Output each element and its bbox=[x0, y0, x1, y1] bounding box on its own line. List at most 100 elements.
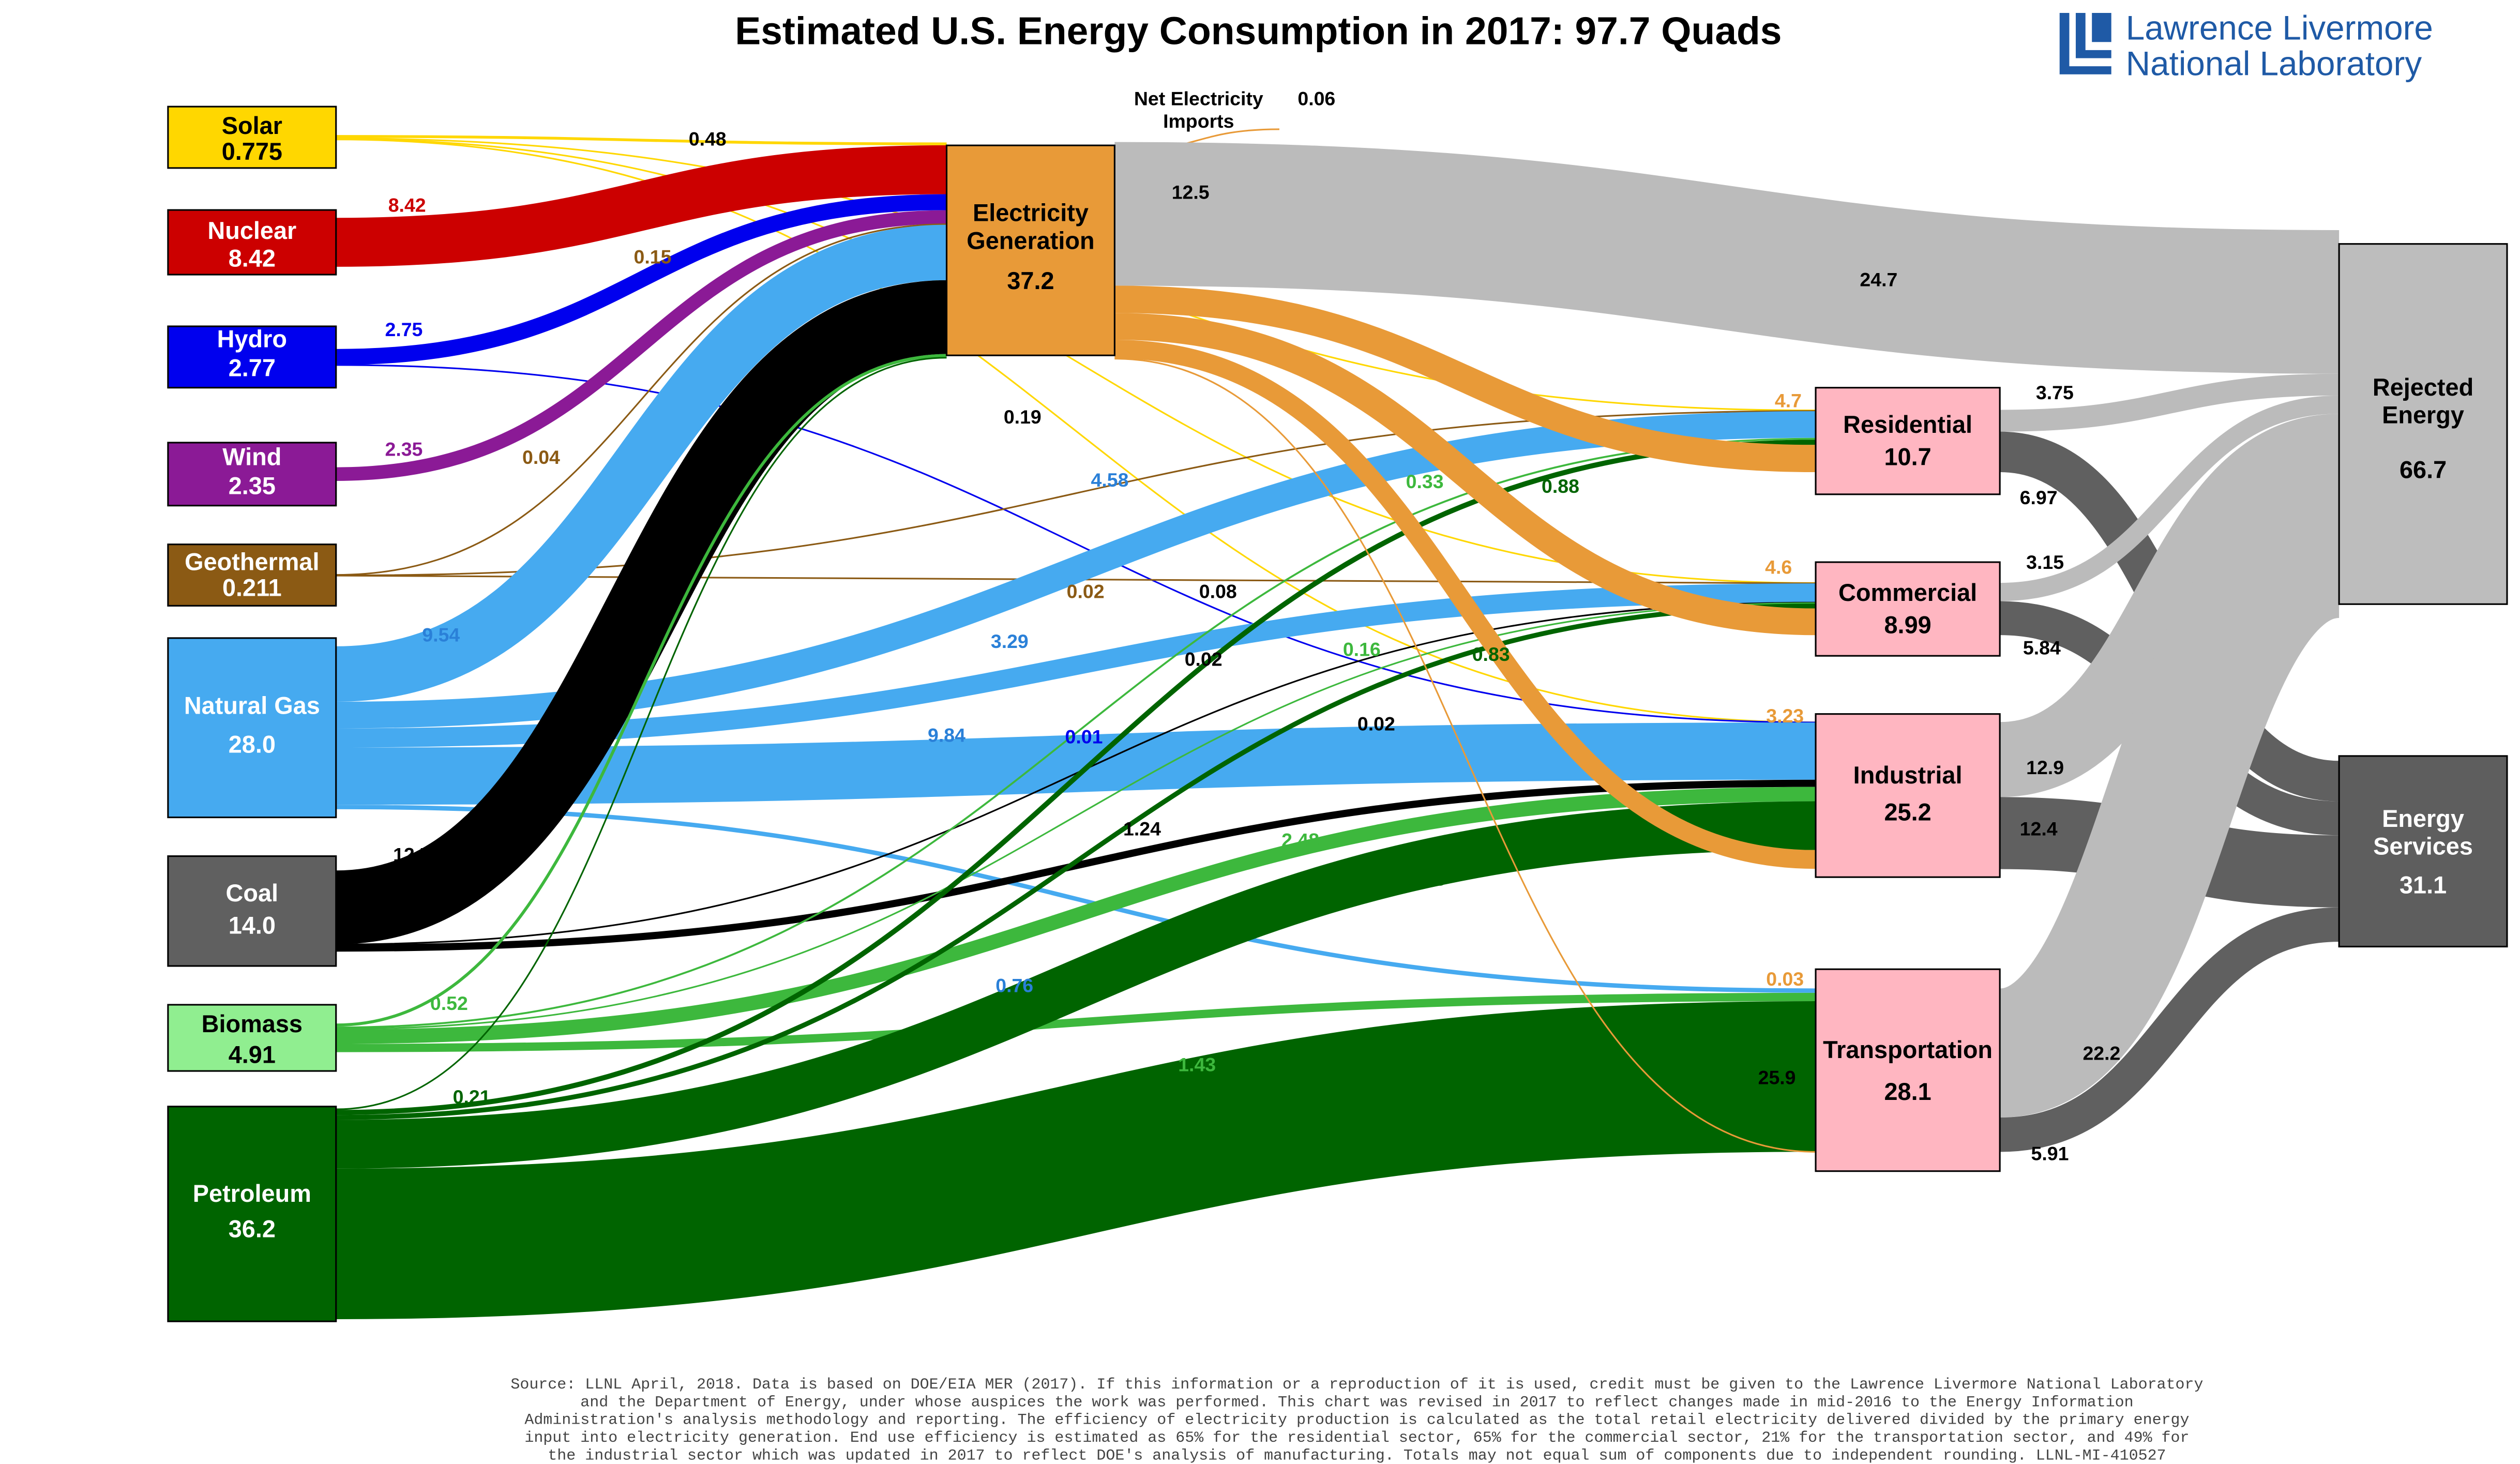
node-name: Industrial bbox=[1853, 762, 1963, 789]
flow bbox=[336, 135, 947, 145]
node-value: 28.1 bbox=[1884, 1078, 1932, 1105]
flow-label: 0.19 bbox=[1004, 406, 1042, 428]
node-name: Natural Gas bbox=[184, 692, 320, 719]
flow-label: 0.02 bbox=[1067, 580, 1105, 602]
flow bbox=[336, 601, 1816, 945]
flow-label: 0.06 bbox=[1297, 88, 1335, 110]
flow bbox=[336, 801, 1816, 1169]
flow-label: 0.02 bbox=[1185, 648, 1223, 670]
flow-label: 1.24 bbox=[1123, 818, 1161, 839]
node-name: Coal bbox=[226, 880, 279, 907]
node-box bbox=[167, 325, 337, 389]
flow-label: 9.54 bbox=[422, 624, 460, 646]
node-value: 37.2 bbox=[1007, 267, 1054, 294]
flow-label: 0.52 bbox=[430, 992, 468, 1014]
flow-label: 5.84 bbox=[2023, 637, 2061, 659]
flow bbox=[336, 354, 947, 1027]
flow-label: 4.58 bbox=[1091, 469, 1129, 491]
flow-label: 25.9 bbox=[1758, 1067, 1796, 1089]
node-value: 2.77 bbox=[229, 355, 276, 382]
flow-label: 0.16 bbox=[1343, 639, 1381, 660]
flow bbox=[336, 722, 1816, 805]
node-box bbox=[945, 144, 1115, 356]
flow bbox=[1114, 285, 1816, 473]
flow bbox=[336, 440, 1816, 1115]
footnote-line: input into electricity generation. End u… bbox=[524, 1429, 2189, 1447]
flow bbox=[1114, 142, 2340, 374]
flow bbox=[1114, 340, 1816, 869]
flow-label: 12.4 bbox=[2020, 818, 2058, 839]
flow-label: 5.91 bbox=[2031, 1142, 2069, 1164]
flow bbox=[336, 357, 947, 1110]
flow bbox=[336, 224, 947, 702]
flow-label: 8.42 bbox=[388, 194, 426, 216]
node-value: 14.0 bbox=[229, 912, 276, 939]
footnote: Source: LLNL April, 2018. Data is based … bbox=[510, 1376, 2203, 1464]
flow bbox=[1999, 907, 2340, 1152]
flow-label: 0.15 bbox=[634, 246, 672, 268]
node-value: 10.7 bbox=[1884, 444, 1932, 471]
flow-label: 2.48 bbox=[1281, 829, 1319, 851]
flow bbox=[336, 787, 1816, 1044]
node-box bbox=[1815, 561, 2001, 657]
node-value: 28.0 bbox=[229, 731, 276, 758]
node-name: Net Electricity Imports bbox=[1134, 88, 1263, 132]
flow bbox=[336, 194, 947, 365]
node-box bbox=[167, 1106, 337, 1322]
flow-label: 0.08 bbox=[1199, 580, 1237, 602]
flow-label: 0.01 bbox=[1065, 726, 1103, 747]
flow bbox=[336, 138, 1816, 584]
flows bbox=[335, 128, 2344, 1319]
flow-label: 0.88 bbox=[1542, 475, 1579, 497]
flow bbox=[336, 437, 1816, 1029]
flow bbox=[336, 583, 1816, 748]
node-name: Hydro bbox=[217, 325, 287, 352]
flow-label: 24.7 bbox=[1860, 268, 1897, 290]
flow bbox=[336, 223, 947, 576]
flow-label: 3.75 bbox=[2036, 382, 2074, 403]
footnote-line: the industrial sector which was updated … bbox=[548, 1447, 2166, 1464]
flow-label: 4.7 bbox=[1775, 390, 1802, 412]
node-box bbox=[1815, 387, 2001, 495]
flow-label: 0.21 bbox=[453, 1086, 491, 1108]
footnote-line: and the Department of Energy, under whos… bbox=[580, 1394, 2133, 1411]
node-name: Residential bbox=[1843, 411, 1972, 438]
annotation: 12.5 bbox=[1172, 182, 1210, 203]
flow-label: 4.6 bbox=[1765, 556, 1792, 578]
flow-label: 0.83 bbox=[1472, 643, 1510, 665]
flow-label: 3.29 bbox=[991, 630, 1029, 652]
footnote-line: Administration's analysis methodology an… bbox=[524, 1412, 2189, 1429]
node-box bbox=[167, 637, 337, 819]
node-name: Rejected Energy bbox=[2373, 374, 2473, 429]
node-name: Solar bbox=[222, 112, 282, 139]
flow-label: 8.38 bbox=[1408, 868, 1445, 889]
node-name: Wind bbox=[222, 444, 281, 471]
logo-line: National Laboratory bbox=[2126, 44, 2422, 82]
flow bbox=[336, 602, 1816, 1030]
node-name: Geothermal bbox=[185, 549, 319, 576]
flow bbox=[336, 210, 947, 481]
flow bbox=[335, 280, 947, 945]
node-value: 2.35 bbox=[229, 473, 276, 500]
node-box bbox=[167, 544, 337, 607]
node-value: 66.7 bbox=[2400, 456, 2447, 483]
flow-label: 0.04 bbox=[522, 446, 560, 468]
flow-label: 6.97 bbox=[2020, 487, 2058, 508]
logo-mark bbox=[2059, 12, 2111, 74]
node-value: 31.1 bbox=[2400, 871, 2447, 898]
node-value: 25.2 bbox=[1884, 799, 1932, 826]
labels: 0.48 0.19 0.08 0.02 8.42 2.75 0.01 2.35 0.15 0.04… bbox=[385, 88, 2120, 1165]
nodes: Solar0.775Nuclear8.42Hydro2.77Wind2.35Ge… bbox=[167, 88, 2508, 1322]
flow-label: 0.48 bbox=[689, 128, 727, 150]
node-box bbox=[2338, 243, 2508, 605]
flow bbox=[1995, 489, 2344, 1118]
footnote-line: Source: LLNL April, 2018. Data is based … bbox=[510, 1376, 2203, 1394]
flow-label: 12.9 bbox=[2026, 757, 2064, 778]
flow bbox=[1114, 313, 1816, 636]
flow-label: 2.75 bbox=[385, 319, 422, 340]
flow-label: 0.33 bbox=[1406, 471, 1444, 492]
flow bbox=[2000, 373, 2340, 432]
flow-label: 9.84 bbox=[928, 724, 965, 746]
node-value: 4.91 bbox=[229, 1041, 276, 1068]
